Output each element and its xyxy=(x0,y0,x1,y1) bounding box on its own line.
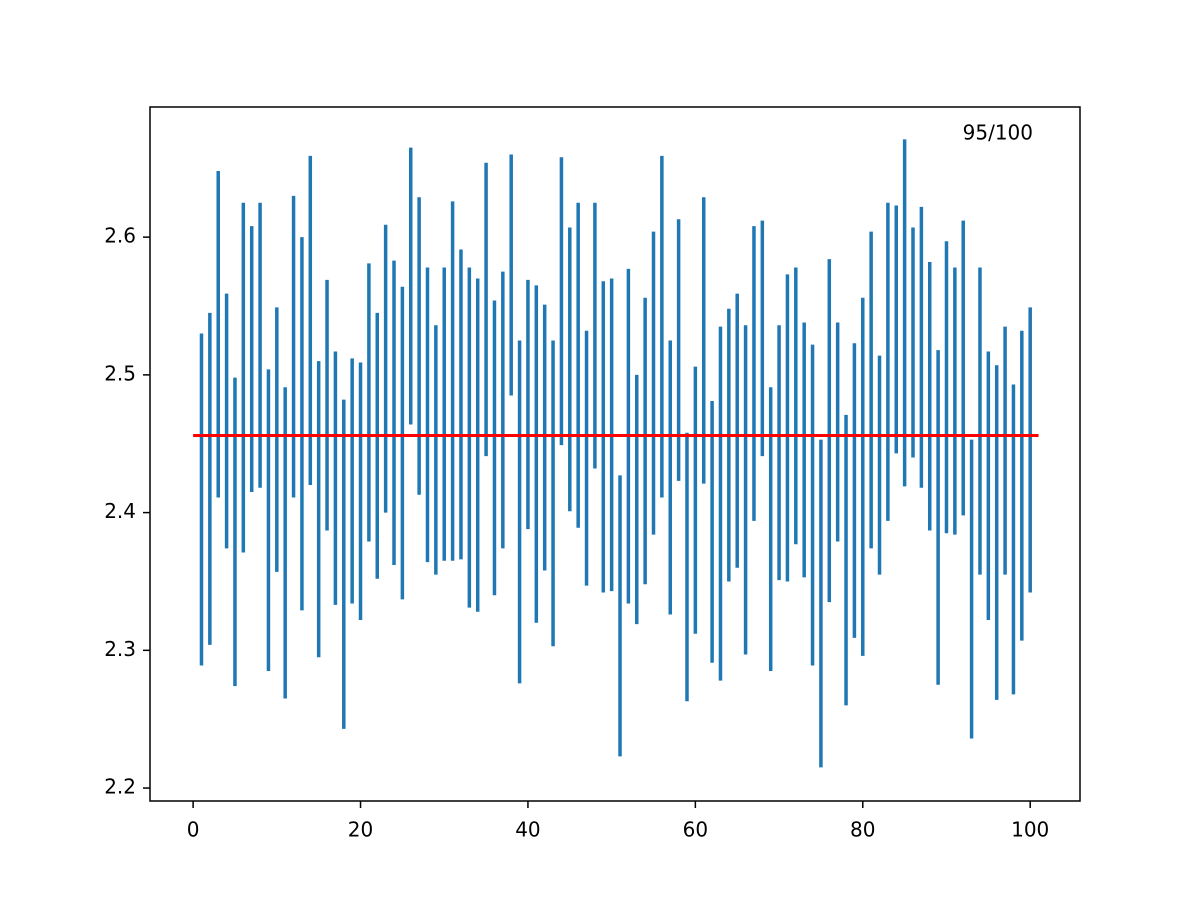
y-tick-label: 2.5 xyxy=(104,361,136,385)
y-tick-label: 2.2 xyxy=(104,775,136,799)
annotation: 95/100 xyxy=(963,121,1033,145)
x-tick-label: 80 xyxy=(850,818,875,842)
axes-frame xyxy=(149,106,1081,802)
y-tick-label: 2.4 xyxy=(104,499,136,523)
y-tick-label: 2.3 xyxy=(104,637,136,661)
x-tick-label: 60 xyxy=(683,818,708,842)
x-tick-label: 100 xyxy=(1011,818,1049,842)
x-tick-label: 20 xyxy=(348,818,373,842)
x-tick-label: 0 xyxy=(187,818,200,842)
y-tick-label: 2.6 xyxy=(104,224,136,248)
x-tick-label: 40 xyxy=(515,818,540,842)
